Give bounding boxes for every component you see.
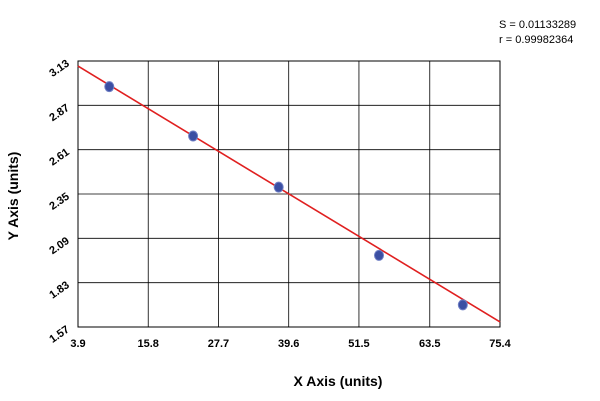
- fit-line: [77, 65, 501, 323]
- y-tick-label: 2.87: [47, 102, 71, 124]
- plot-area: 3.9 15.8 27.7 39.6 51.5 63.5 75.4 3.13 2.87 2.61 2…: [47, 58, 511, 350]
- y-tick-label: 2.09: [47, 235, 71, 257]
- data-point: [104, 81, 115, 93]
- data-point: [273, 181, 284, 193]
- data-point: [374, 249, 385, 261]
- x-tick-label: 15.8: [138, 338, 159, 350]
- x-tick-label: 27.7: [208, 338, 229, 350]
- stat-s: S = 0.01133289: [499, 19, 576, 31]
- y-tick-label: 2.61: [47, 146, 71, 168]
- y-tick-label: 1.57: [47, 324, 71, 346]
- x-axis-title: X Axis (units): [294, 373, 383, 389]
- stat-r: r = 0.99982364: [499, 34, 573, 46]
- data-point: [457, 299, 468, 311]
- y-axis-title: Y Axis (units): [5, 152, 21, 241]
- x-tick-label: 3.9: [70, 338, 85, 350]
- y-tick-label: 3.13: [47, 58, 71, 80]
- x-tick-label: 75.4: [489, 338, 511, 350]
- y-tick-label: 1.83: [47, 279, 71, 301]
- x-tick-label: 39.6: [278, 338, 299, 350]
- x-tick-label: 51.5: [348, 338, 369, 350]
- data-point: [188, 130, 199, 142]
- y-tick-label: 2.35: [47, 191, 71, 213]
- x-tick-label: 63.5: [419, 338, 440, 350]
